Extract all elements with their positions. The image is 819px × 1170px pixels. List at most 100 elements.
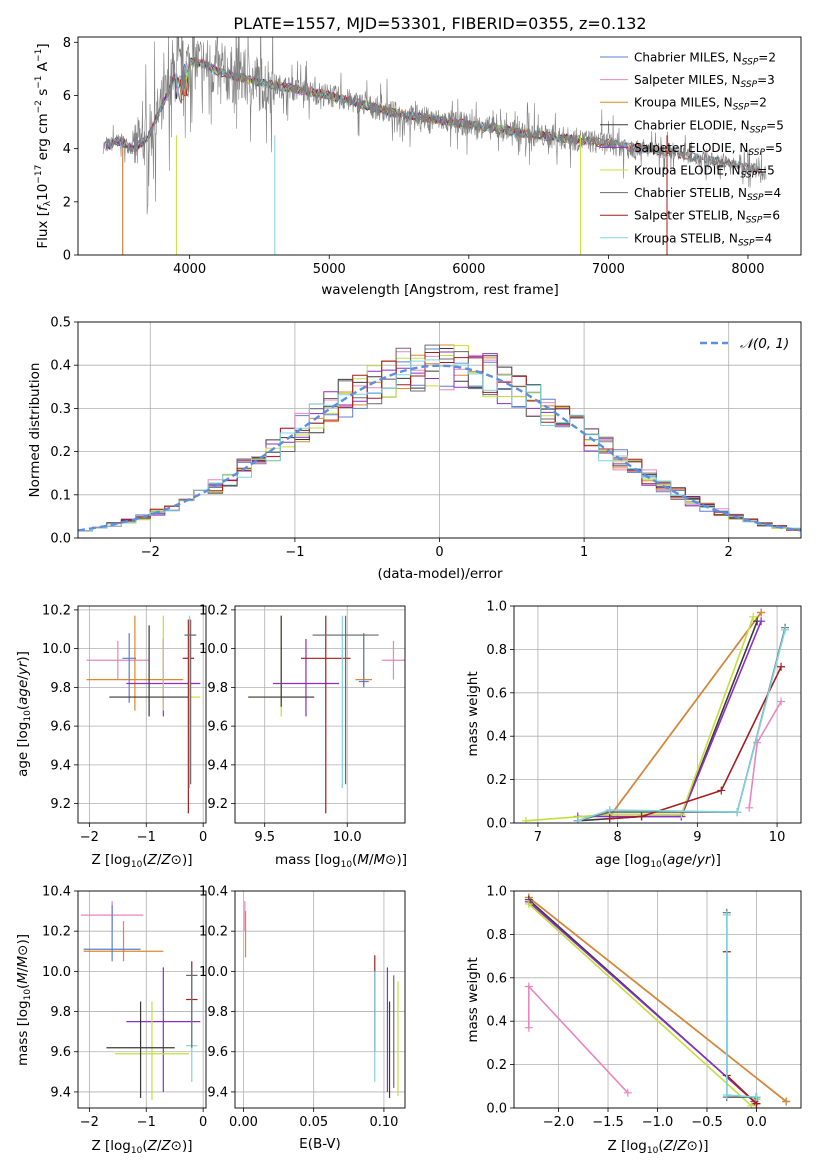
y-tick-label: 0.4 — [486, 1015, 507, 1030]
x-axis-label: E(B-V) — [299, 1136, 341, 1152]
legend-label: Salpeter MILES, NSSP=3 — [634, 73, 775, 90]
y-tick-label: 0.6 — [486, 686, 507, 701]
weight-series-line — [577, 629, 786, 822]
weight-point-marker — [777, 697, 786, 706]
x-tick-label: 5000 — [313, 262, 346, 277]
x-tick-label: 0.10 — [369, 1115, 398, 1130]
weight-series-line — [609, 612, 762, 817]
legend-label: Chabrier ELODIE, NSSP=5 — [634, 118, 784, 135]
y-tick-label: 2 — [63, 195, 71, 210]
x-tick-label: 9.5 — [254, 830, 275, 845]
weight-point-marker — [745, 803, 754, 812]
x-tick-label: 0.05 — [299, 1115, 328, 1130]
spectrum-axes: 4000 5000 6000 7000 8000 0 2 4 6 8 Chabrier MILES,… — [34, 36, 802, 298]
y-tick-label: 9.2 — [207, 797, 228, 812]
x-tick-label: 7000 — [592, 262, 625, 277]
y-tick-label: 10.2 — [42, 925, 71, 940]
weight-point-marker — [521, 816, 530, 823]
y-tick-label: 10.2 — [42, 603, 71, 618]
y-tick-label: 0.5 — [50, 316, 71, 331]
y-tick-label: 9.8 — [207, 1005, 228, 1020]
spectrum-legend: Chabrier MILES, NSSP=2 Salpeter MILES, NS… — [600, 51, 784, 248]
y-tick-label: 9.6 — [50, 1045, 71, 1060]
x-axis-label: age [log10(age/yr)] — [595, 852, 721, 870]
legend-label: Chabrier MILES, NSSP=2 — [634, 51, 776, 68]
x-tick-label: −1 — [285, 545, 304, 560]
y-tick-label: 10.0 — [42, 642, 71, 657]
y-tick-label: 0.3 — [50, 402, 71, 417]
weight_vs_Z-plot-area — [524, 893, 791, 1108]
y-tick-label: 0.2 — [50, 445, 71, 460]
y-axis-label: mass weight — [465, 671, 481, 756]
y-tick-label: 0.1 — [50, 488, 71, 503]
y-tick-label: 0.2 — [486, 773, 507, 788]
residual-histogram-step — [78, 359, 801, 532]
axes-frame — [513, 605, 802, 824]
weight-point-marker — [757, 608, 766, 617]
y-tick-label: 9.6 — [207, 720, 228, 735]
y-axis-label: mass weight — [465, 957, 481, 1042]
residuals-plot-area — [78, 344, 801, 532]
weight-series-line — [528, 896, 787, 1103]
y-tick-label: 9.6 — [207, 1045, 228, 1060]
weight-series-line — [577, 620, 758, 822]
x-tick-label: −1 — [137, 1115, 156, 1130]
y-tick-label: 9.6 — [50, 720, 71, 735]
weight-point-marker — [781, 625, 790, 634]
mass_vs_EBV-plot-area — [244, 901, 399, 1098]
age_vs_Z-plot-area — [86, 615, 201, 814]
x-tick-label: 2 — [725, 545, 733, 560]
mass_vs_Z-plot-area — [80, 901, 201, 1100]
x-tick-label: 0 — [199, 830, 207, 845]
weight-series-line — [609, 666, 782, 820]
weight-point-marker — [757, 617, 766, 626]
y-tick-label: 10.0 — [199, 642, 228, 657]
x-tick-label: 8 — [613, 830, 621, 845]
weight-point-marker — [752, 1093, 761, 1102]
x-tick-label: 9 — [693, 830, 701, 845]
y-tick-label: 0.0 — [486, 1102, 507, 1117]
weight-point-marker — [777, 662, 786, 671]
y-tick-label: 0.0 — [50, 532, 71, 547]
weight-point-marker — [782, 1097, 791, 1106]
x-tick-label: −0.5 — [691, 1115, 723, 1130]
y-tick-label: 10.2 — [199, 925, 228, 940]
y-tick-label: 9.8 — [207, 681, 228, 696]
spectrum-plot-area — [102, 37, 767, 255]
y-axis-label: Flux [fλ10−17 erg cm−2 s−1 A−1] — [34, 43, 53, 248]
x-tick-label: 10.0 — [333, 830, 362, 845]
x-axis-label: Z [log10(Z/Z⊙)] — [91, 852, 192, 870]
weight-point-marker — [573, 816, 582, 823]
mass_vs_Z-axes: −2 −1 0 9.4 9.6 9.8 10.0 10.2 10.4 Z [log10(Z/Z⊙)… — [15, 885, 207, 1157]
x-tick-label: 8000 — [731, 262, 764, 277]
x-tick-label: 4000 — [173, 262, 206, 277]
legend-label: Salpeter ELODIE, NSSP=5 — [634, 141, 783, 158]
y-axis-label: age [log10(age/yr)] — [15, 651, 33, 777]
x-axis-label: wavelength [Angstrom, rest frame] — [321, 282, 559, 298]
weight-series-line — [528, 984, 629, 1094]
axes-frame — [234, 605, 406, 824]
weight-series-line — [525, 616, 754, 822]
x-tick-label: 0.0 — [746, 1115, 767, 1130]
y-axis-label: mass [log10(M/M⊙)] — [15, 934, 33, 1066]
x-axis-label: mass [log10(M/M⊙)] — [275, 852, 407, 870]
y-axis-label: Normed distribution — [27, 363, 43, 498]
legend-label: Salpeter STELIB, NSSP=6 — [634, 209, 780, 226]
normal-distribution-curve — [78, 364, 801, 532]
y-tick-label: 9.4 — [207, 758, 228, 773]
axes-frame — [234, 890, 406, 1109]
x-axis-label: (data-model)/error — [377, 566, 503, 582]
weight-point-marker — [524, 900, 533, 909]
y-tick-label: 9.4 — [50, 1085, 71, 1100]
weight-point-marker — [605, 814, 614, 823]
model-spectrum-line — [122, 57, 668, 255]
mass_vs_EBV-axes: 0.00 0.05 0.10 9.4 9.6 9.8 10.0 10.2 10.4 E(B-V) — [199, 885, 406, 1152]
x-tick-label: −2 — [141, 545, 160, 560]
y-tick-label: 1.0 — [486, 600, 507, 615]
axes-frame — [77, 605, 207, 824]
y-tick-label: 0.8 — [486, 643, 507, 658]
y-tick-label: 10.4 — [199, 885, 228, 900]
weight-point-marker — [605, 805, 614, 814]
weight-point-marker — [524, 982, 533, 991]
axes-frame — [513, 890, 802, 1109]
